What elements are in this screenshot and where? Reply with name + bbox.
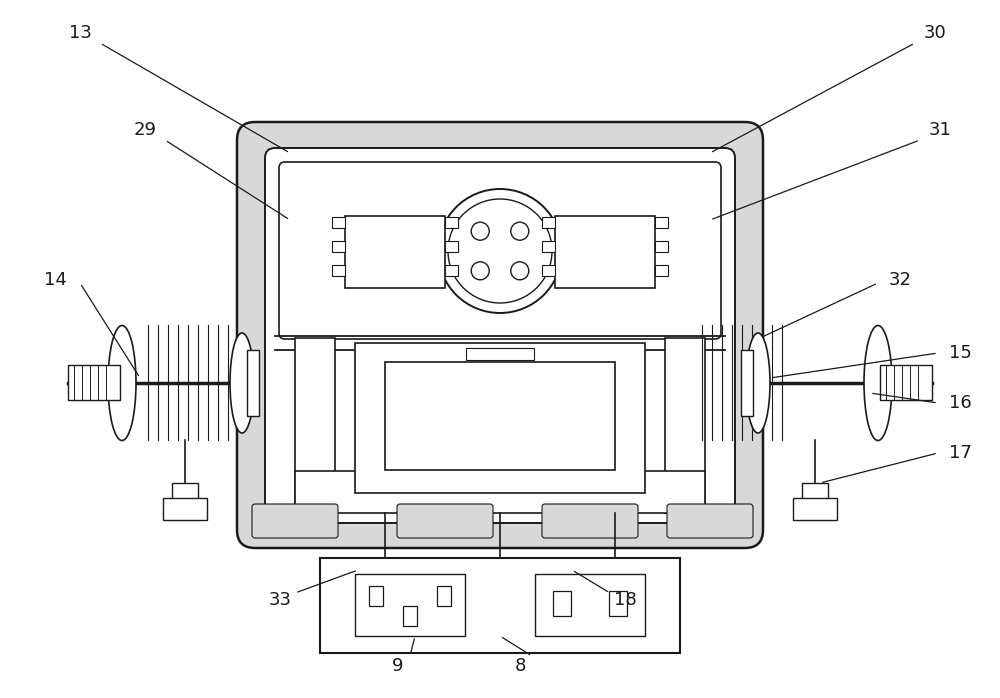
Bar (553, 591, 571, 616)
Bar (355, 574, 465, 636)
FancyBboxPatch shape (252, 504, 338, 538)
Bar (355, 343, 645, 493)
Text: 18: 18 (614, 591, 636, 609)
Bar (172, 483, 198, 500)
Text: 15: 15 (949, 344, 971, 362)
Text: 16: 16 (949, 394, 971, 412)
Text: 9: 9 (392, 657, 404, 675)
Bar (802, 483, 828, 500)
Text: 29: 29 (134, 121, 156, 139)
FancyBboxPatch shape (279, 162, 721, 339)
Circle shape (438, 189, 562, 313)
Text: 30: 30 (924, 24, 946, 42)
Bar (445, 241, 458, 252)
Ellipse shape (108, 325, 136, 440)
Bar (609, 591, 627, 616)
FancyBboxPatch shape (542, 504, 638, 538)
Bar (369, 586, 383, 606)
Bar (466, 348, 534, 360)
Bar (247, 350, 259, 416)
Bar (535, 574, 645, 636)
Bar (295, 471, 705, 513)
Circle shape (471, 222, 489, 240)
Bar (880, 365, 932, 400)
Bar (665, 338, 705, 513)
Bar (332, 241, 345, 252)
Bar (655, 217, 668, 228)
Bar (345, 216, 445, 288)
Ellipse shape (864, 325, 892, 440)
Text: 14: 14 (44, 271, 66, 289)
Ellipse shape (230, 333, 254, 433)
Bar (320, 558, 680, 653)
Bar (295, 338, 335, 513)
Bar (474, 348, 526, 430)
Bar (655, 265, 668, 276)
Bar (332, 217, 345, 228)
Bar (445, 265, 458, 276)
Ellipse shape (746, 333, 770, 433)
Bar (437, 586, 451, 606)
Bar (332, 265, 345, 276)
Bar (542, 241, 555, 252)
Text: 33: 33 (268, 591, 292, 609)
Bar (793, 498, 837, 520)
FancyBboxPatch shape (397, 504, 493, 538)
Bar (68, 365, 120, 400)
Text: 8: 8 (514, 657, 526, 675)
Bar (542, 265, 555, 276)
Bar (741, 350, 753, 416)
FancyBboxPatch shape (667, 504, 753, 538)
Bar (542, 217, 555, 228)
Text: 32: 32 (889, 271, 912, 289)
FancyBboxPatch shape (237, 122, 763, 548)
Text: 31: 31 (929, 121, 951, 139)
Bar (445, 217, 458, 228)
Circle shape (511, 222, 529, 240)
Circle shape (448, 199, 552, 303)
Bar (655, 241, 668, 252)
Text: 17: 17 (949, 444, 971, 462)
Circle shape (511, 262, 529, 280)
FancyBboxPatch shape (265, 148, 735, 523)
Circle shape (471, 262, 489, 280)
Bar (385, 362, 615, 470)
Bar (555, 216, 655, 288)
Bar (403, 606, 417, 626)
Bar (163, 498, 207, 520)
Text: 13: 13 (69, 24, 91, 42)
